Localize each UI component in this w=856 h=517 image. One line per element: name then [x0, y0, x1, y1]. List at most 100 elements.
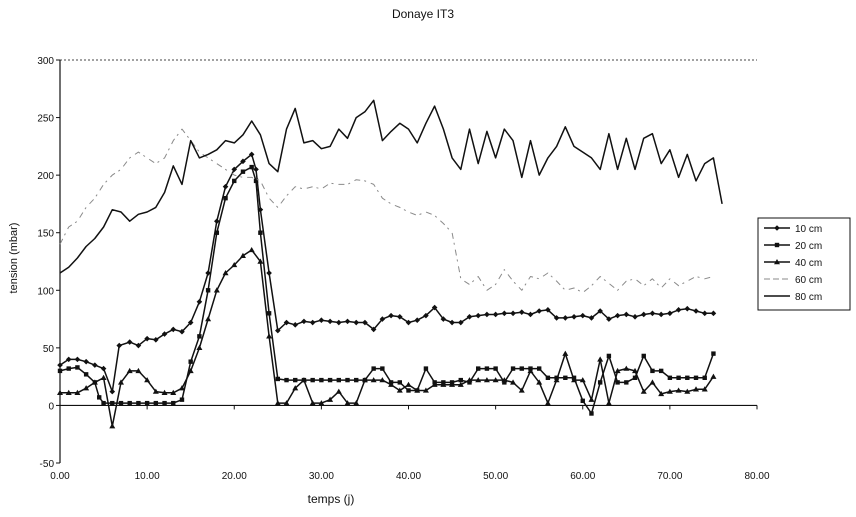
- data-point-40-cm: [475, 377, 482, 383]
- data-point-40-cm: [701, 386, 708, 392]
- data-point-40-cm: [353, 400, 360, 406]
- legend-marker-40-cm: [774, 259, 780, 265]
- data-point-10-cm: [379, 316, 386, 322]
- data-point-10-cm: [83, 358, 89, 365]
- data-point-20-cm: [197, 334, 202, 339]
- data-point-40-cm: [396, 387, 403, 393]
- data-point-10-cm: [116, 342, 123, 349]
- data-point-20-cm: [275, 376, 281, 382]
- data-point-40-cm: [675, 387, 682, 393]
- series-line-10-cm: [59, 153, 714, 393]
- data-point-20-cm: [484, 366, 490, 371]
- legend-label-40-cm: 40 cm: [795, 258, 822, 269]
- data-point-20-cm: [354, 377, 359, 383]
- data-point-20-cm: [57, 368, 63, 374]
- data-point-10-cm: [501, 310, 508, 317]
- data-point-40-cm: [126, 367, 133, 374]
- data-point-40-cm: [562, 350, 569, 356]
- data-point-10-cm: [240, 158, 246, 165]
- data-point-40-cm: [422, 387, 429, 393]
- data-point-10-cm: [597, 308, 603, 314]
- data-point-20-cm: [589, 411, 594, 416]
- data-point-10-cm: [292, 322, 299, 328]
- y-tick-label: 100: [37, 286, 54, 297]
- data-point-10-cm: [710, 310, 717, 317]
- data-point-40-cm: [640, 388, 647, 394]
- data-point-40-cm: [614, 367, 621, 374]
- x-tick-label: 80.00: [744, 471, 769, 482]
- legend-label-60-cm: 60 cm: [795, 275, 822, 286]
- data-point-40-cm: [65, 389, 72, 395]
- legend-label-10-cm: 10 cm: [795, 224, 822, 235]
- x-tick-label: 60.00: [570, 471, 595, 482]
- data-point-20-cm: [615, 380, 620, 385]
- data-point-20-cm: [253, 178, 259, 184]
- x-tick-label: 10.00: [135, 471, 160, 482]
- data-point-40-cm: [632, 367, 639, 374]
- data-point-20-cm: [406, 388, 411, 393]
- data-point-40-cm: [309, 400, 316, 406]
- data-point-20-cm: [223, 195, 228, 201]
- data-point-10-cm: [353, 319, 360, 326]
- data-point-40-cm: [91, 379, 98, 385]
- data-point-20-cm: [510, 366, 516, 371]
- data-point-40-cm: [658, 390, 665, 397]
- data-point-10-cm: [283, 319, 290, 326]
- data-point-10-cm: [179, 328, 185, 335]
- data-point-10-cm: [684, 305, 691, 312]
- data-point-10-cm: [606, 316, 612, 322]
- data-point-40-cm: [440, 381, 447, 387]
- data-point-20-cm: [136, 400, 141, 406]
- data-point-40-cm: [318, 400, 325, 406]
- data-point-10-cm: [675, 307, 682, 313]
- data-point-20-cm: [650, 368, 655, 374]
- data-point-20-cm: [371, 366, 376, 371]
- data-point-10-cm: [309, 319, 316, 326]
- data-point-10-cm: [518, 309, 525, 315]
- data-point-10-cm: [135, 342, 142, 349]
- data-point-20-cm: [658, 368, 664, 374]
- series-40-cm: [57, 246, 717, 429]
- data-point-20-cm: [162, 400, 167, 406]
- data-point-20-cm: [502, 380, 507, 385]
- data-point-20-cm: [66, 366, 71, 371]
- data-point-10-cm: [649, 310, 656, 317]
- data-point-10-cm: [484, 311, 490, 318]
- data-point-40-cm: [248, 246, 255, 253]
- data-point-10-cm: [545, 307, 551, 313]
- data-point-20-cm: [597, 380, 603, 385]
- data-point-10-cm: [640, 311, 647, 318]
- data-point-20-cm: [310, 377, 315, 383]
- data-point-10-cm: [457, 319, 464, 326]
- data-point-10-cm: [701, 310, 708, 317]
- data-point-40-cm: [344, 400, 351, 406]
- data-point-20-cm: [214, 230, 220, 235]
- data-point-20-cm: [127, 400, 132, 406]
- data-point-40-cm: [501, 377, 508, 383]
- data-point-10-cm: [248, 151, 255, 158]
- data-point-40-cm: [414, 387, 421, 393]
- data-point-40-cm: [327, 396, 334, 402]
- data-point-40-cm: [684, 388, 691, 394]
- y-tick-label: 300: [37, 56, 54, 67]
- data-point-10-cm: [92, 362, 98, 368]
- data-point-40-cm: [178, 385, 185, 391]
- y-tick-label: 250: [37, 114, 54, 125]
- data-point-40-cm: [379, 377, 386, 383]
- legend-label-80-cm: 80 cm: [795, 292, 822, 303]
- data-point-10-cm: [170, 326, 177, 333]
- data-point-40-cm: [466, 377, 473, 383]
- x-tick-label: 40.00: [396, 471, 421, 482]
- data-point-40-cm: [152, 388, 159, 394]
- series-60-cm: [59, 128, 714, 294]
- data-point-40-cm: [370, 377, 377, 383]
- data-point-10-cm: [492, 311, 499, 318]
- series-line-80-cm: [59, 99, 723, 274]
- data-point-40-cm: [187, 367, 194, 374]
- data-point-20-cm: [423, 366, 429, 371]
- data-point-40-cm: [257, 258, 264, 264]
- data-point-10-cm: [388, 312, 394, 319]
- data-point-10-cm: [362, 319, 368, 326]
- data-point-10-cm: [423, 312, 429, 319]
- data-point-20-cm: [336, 377, 341, 383]
